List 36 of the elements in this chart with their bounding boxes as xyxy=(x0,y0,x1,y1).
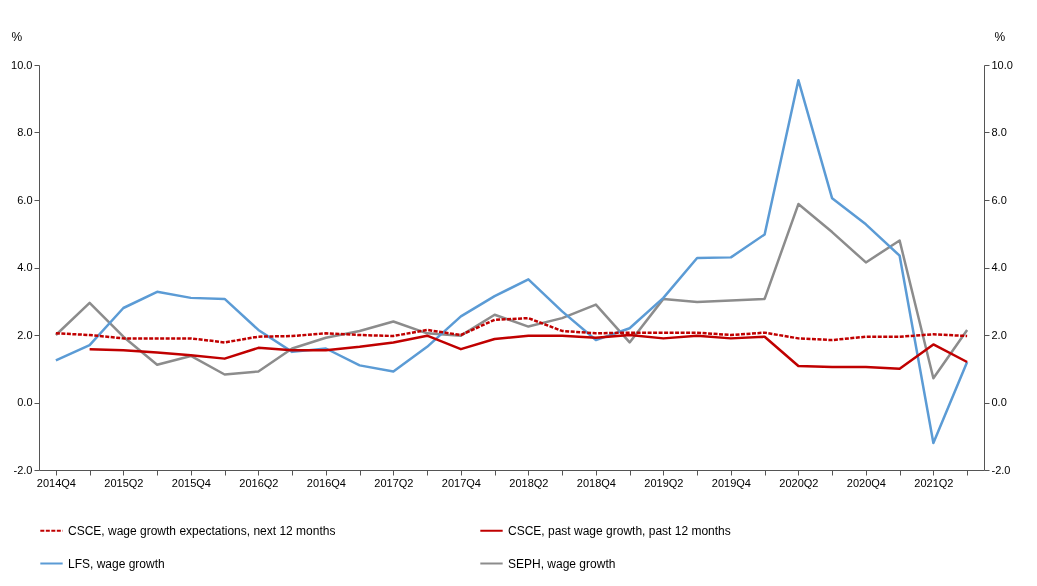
legend-label: CSCE, past wage growth, past 12 months xyxy=(508,523,731,538)
y-tick-label: -2.0 xyxy=(13,463,33,476)
y2-tick-label: 0.0 xyxy=(991,396,1007,408)
y2-tick-label: -2.0 xyxy=(991,463,1011,476)
x-tick-label: 2016Q4 xyxy=(306,476,346,489)
y-tick-label: 8.0 xyxy=(17,126,33,138)
x-tick-label: 2021Q2 xyxy=(914,476,954,489)
y-axis-title: % xyxy=(11,29,23,44)
x-tick-label: 2018Q2 xyxy=(509,476,549,489)
y2-tick-label: 6.0 xyxy=(991,193,1007,206)
y2-tick-label: 4.0 xyxy=(991,261,1007,273)
x-tick-label: 2015Q4 xyxy=(171,476,211,489)
x-tick-label: 2017Q2 xyxy=(374,476,414,489)
x-tick-label: 2019Q4 xyxy=(711,476,751,489)
y-tick-label: 0.0 xyxy=(17,396,33,408)
y2-tick-label: 8.0 xyxy=(991,126,1007,138)
x-tick-label: 2015Q2 xyxy=(104,476,144,489)
y2-axis-title: % xyxy=(994,29,1006,44)
x-tick-label: 2018Q4 xyxy=(576,476,616,489)
x-tick-label: 2017Q4 xyxy=(441,476,481,489)
legend-label: LFS, wage growth xyxy=(68,556,165,571)
line-series xyxy=(54,202,969,380)
legend-label: SEPH, wage growth xyxy=(508,556,616,571)
y2-tick-label: 2.0 xyxy=(991,328,1007,341)
line-series xyxy=(54,78,969,445)
legend-label: CSCE, wage growth expectations, next 12 months xyxy=(68,523,336,538)
x-tick-label: 2019Q2 xyxy=(644,476,684,489)
x-tick-label: 2014Q4 xyxy=(36,476,76,489)
y-tick-label: 4.0 xyxy=(17,261,33,273)
x-tick-label: 2020Q4 xyxy=(846,476,886,489)
x-tick-label: 2016Q2 xyxy=(239,476,279,489)
y-tick-label: 10.0 xyxy=(11,58,33,71)
y-tick-label: 6.0 xyxy=(17,193,33,206)
x-tick-label: 2020Q2 xyxy=(779,476,819,489)
y2-tick-label: 10.0 xyxy=(991,58,1013,71)
y-tick-label: 2.0 xyxy=(17,328,33,341)
